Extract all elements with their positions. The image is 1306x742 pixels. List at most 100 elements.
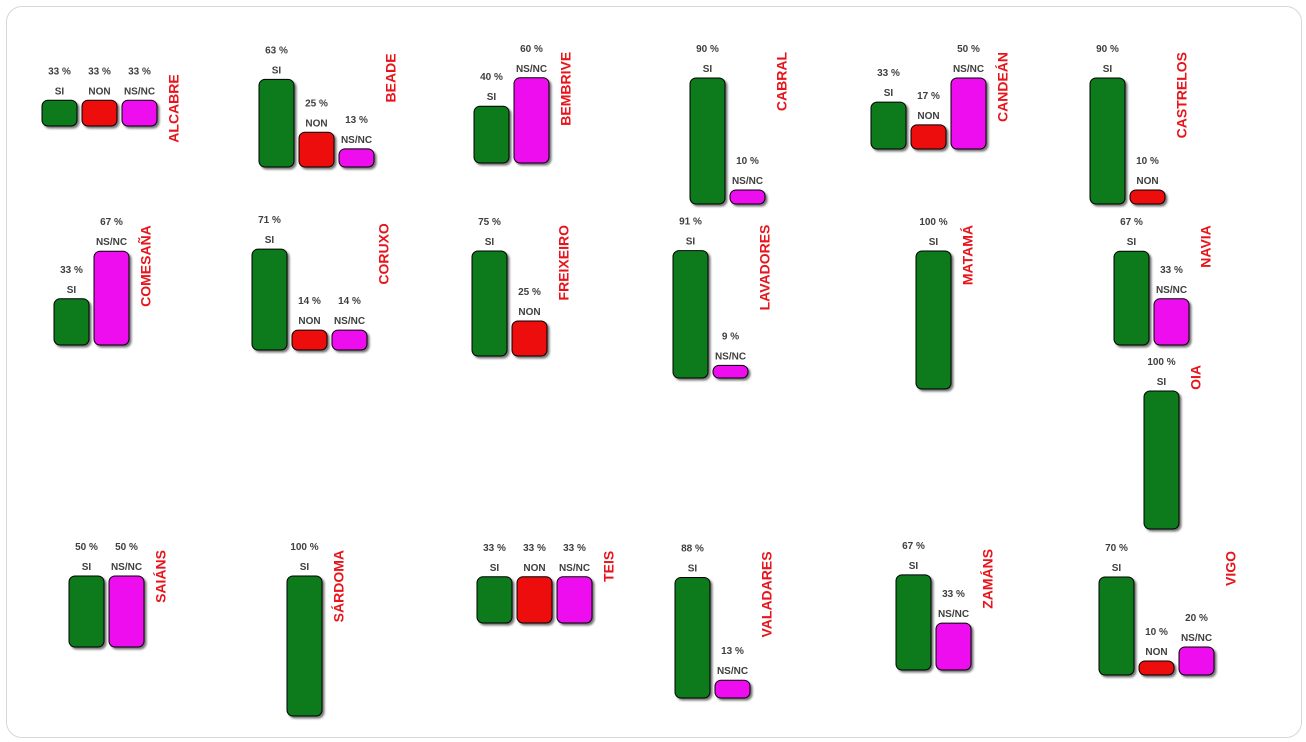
bar-bembrive-si	[473, 105, 510, 164]
bar-category-label-candean-ns-nc: NS/NC	[953, 64, 984, 75]
bar-navia-si	[1113, 250, 1150, 346]
bar-value-label-saians-si: 50 %	[75, 542, 98, 553]
bar-value-label-sardoma-si: 100 %	[290, 542, 318, 553]
bar-alcabre-si	[41, 99, 78, 127]
panel-vigo: SI 70 % NON 10 % NS/NC 20 % VIGO	[1098, 543, 1239, 676]
bar-value-label-teis-ns-nc: 33 %	[563, 543, 586, 554]
bar-value-label-comesana-ns-nc: 67 %	[100, 217, 123, 228]
panel-freixeiro: SI 75 % NON 25 % FREIXEIRO	[471, 217, 572, 357]
bar-zamans-si	[895, 574, 932, 671]
bar-teis-non	[516, 576, 553, 624]
bar-category-label-comesana-si: SI	[67, 285, 77, 296]
bar-comesana-ns-nc	[93, 250, 130, 346]
bar-category-label-coruxo-ns-nc: NS/NC	[334, 316, 365, 327]
bar-category-label-beade-si: SI	[272, 65, 282, 76]
bar-saians-ns-nc	[108, 575, 145, 648]
bar-coruxo-non	[291, 329, 328, 351]
bar-category-label-bembrive-ns-nc: NS/NC	[516, 64, 547, 75]
location-label-lavadores: LAVADORES	[757, 225, 773, 311]
bar-category-label-alcabre-si: SI	[55, 86, 65, 97]
bar-zamans-ns-nc	[935, 622, 972, 671]
bar-value-label-comesana-si: 33 %	[60, 265, 83, 276]
bar-value-label-zamans-si: 67 %	[902, 541, 925, 552]
bar-castrelos-si	[1089, 77, 1126, 205]
bar-value-label-navia-ns-nc: 33 %	[1160, 265, 1183, 276]
bar-matama-si	[915, 250, 952, 390]
bar-category-label-navia-ns-nc: NS/NC	[1156, 285, 1187, 296]
bar-category-label-cabral-ns-nc: NS/NC	[732, 176, 763, 187]
bar-valadares-si	[674, 576, 711, 699]
bar-candean-si	[870, 101, 907, 150]
panel-alcabre: SI 33 % NON 33 % NS/NC 33 % ALCABRE	[41, 66, 182, 143]
bar-value-label-freixeiro-non: 25 %	[518, 287, 541, 298]
panel-beade: SI 63 % NON 25 % NS/NC 13 % BEADE	[258, 45, 399, 168]
bar-saians-si	[68, 575, 105, 648]
bar-value-label-coruxo-non: 14 %	[298, 296, 321, 307]
bar-freixeiro-non	[511, 320, 548, 357]
bar-freixeiro-si	[471, 250, 508, 357]
panel-oia: SI 100 % OIA	[1143, 357, 1204, 530]
bar-value-label-beade-non: 25 %	[305, 98, 328, 109]
bar-value-label-vigo-si: 70 %	[1105, 543, 1128, 554]
bar-category-label-saians-ns-nc: NS/NC	[111, 562, 142, 573]
bar-value-label-freixeiro-si: 75 %	[478, 217, 501, 228]
location-label-coruxo: CORUXO	[376, 223, 392, 285]
location-label-valadares: VALADARES	[759, 551, 775, 637]
panel-coruxo: SI 71 % NON 14 % NS/NC 14 % CORUXO	[251, 215, 392, 351]
bar-category-label-matama-si: SI	[929, 237, 939, 248]
location-label-candean: CANDEÁN	[995, 52, 1011, 122]
bar-value-label-bembrive-si: 40 %	[480, 72, 503, 83]
bar-value-label-candean-ns-nc: 50 %	[957, 44, 980, 55]
bar-value-label-candean-si: 33 %	[877, 68, 900, 79]
location-label-vigo: VIGO	[1223, 551, 1239, 586]
bar-category-label-teis-si: SI	[490, 563, 500, 574]
panel-matama: SI 100 % MATAMÁ	[915, 217, 976, 390]
bar-teis-ns-nc	[556, 576, 593, 624]
location-label-matama: MATAMÁ	[960, 225, 976, 285]
bar-category-label-castrelos-non: NON	[1136, 176, 1158, 187]
bar-value-label-valadares-ns-nc: 13 %	[721, 646, 744, 657]
bar-vigo-non	[1138, 660, 1175, 676]
bar-beade-non	[298, 131, 335, 168]
bar-value-label-teis-si: 33 %	[483, 543, 506, 554]
bar-value-label-cabral-si: 90 %	[696, 44, 719, 55]
bar-value-label-oia-si: 100 %	[1147, 357, 1175, 368]
bar-value-label-navia-si: 67 %	[1120, 217, 1143, 228]
panel-comesana: SI 33 % NS/NC 67 % COMESAÑA	[53, 217, 154, 346]
location-label-freixeiro: FREIXEIRO	[556, 225, 572, 301]
bar-coruxo-ns-nc	[331, 329, 368, 351]
bar-beade-ns-nc	[338, 148, 375, 168]
bar-category-label-lavadores-ns-nc: NS/NC	[715, 351, 746, 362]
location-label-navia: NAVIA	[1198, 225, 1214, 268]
bar-category-label-vigo-non: NON	[1145, 647, 1167, 658]
bar-category-label-beade-ns-nc: NS/NC	[341, 135, 372, 146]
bar-castrelos-non	[1129, 189, 1166, 205]
panel-saians: SI 50 % NS/NC 50 % SAIÁNS	[68, 542, 169, 648]
bar-category-label-zamans-ns-nc: NS/NC	[938, 609, 969, 620]
bar-sardoma-si	[286, 575, 323, 717]
panel-cabral: SI 90 % NS/NC 10 % CABRAL	[689, 44, 790, 205]
location-label-alcabre: ALCABRE	[166, 74, 182, 142]
bar-category-label-alcabre-ns-nc: NS/NC	[124, 86, 155, 97]
bar-valadares-ns-nc	[714, 679, 751, 699]
bar-value-label-alcabre-non: 33 %	[88, 66, 111, 77]
bar-value-label-castrelos-non: 10 %	[1136, 156, 1159, 167]
bar-value-label-coruxo-ns-nc: 14 %	[338, 296, 361, 307]
bar-teis-si	[476, 576, 513, 624]
bar-category-label-castrelos-si: SI	[1103, 64, 1113, 75]
bar-value-label-matama-si: 100 %	[919, 217, 947, 228]
bar-bembrive-ns-nc	[513, 77, 550, 164]
bar-category-label-candean-si: SI	[884, 88, 894, 99]
location-label-beade: BEADE	[383, 53, 399, 102]
chart-frame	[6, 6, 1302, 738]
panel-lavadores: SI 91 % NS/NC 9 % LAVADORES	[672, 217, 773, 379]
bar-value-label-candean-non: 17 %	[917, 91, 940, 102]
location-label-bembrive: BEMBRIVE	[558, 52, 574, 126]
bar-candean-non	[910, 124, 947, 150]
location-label-castrelos: CASTRELOS	[1174, 52, 1190, 138]
bar-lavadores-si	[672, 250, 709, 379]
bar-category-label-coruxo-non: NON	[298, 316, 320, 327]
bar-category-label-alcabre-non: NON	[88, 86, 110, 97]
bar-vigo-si	[1098, 576, 1135, 676]
